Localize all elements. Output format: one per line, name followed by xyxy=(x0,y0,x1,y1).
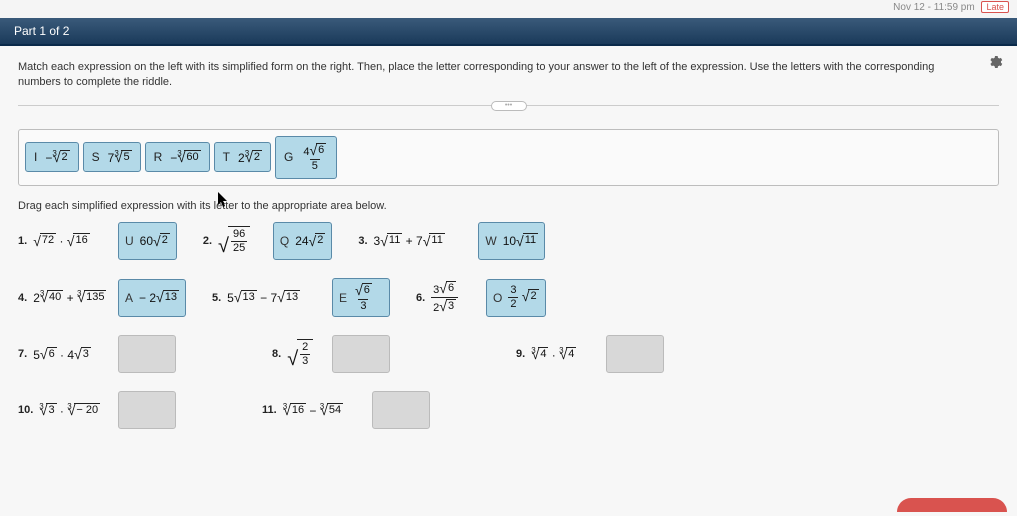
timestamp: Nov 12 - 11:59 pm xyxy=(893,2,975,13)
question-4: 4. 23√40 + 3√135 A − 2√13 xyxy=(18,279,186,317)
q6-num: 6. xyxy=(416,292,425,304)
q4-num: 4. xyxy=(18,292,27,304)
question-10: 10. 3√3 · 3√− 20 xyxy=(18,391,176,429)
part-header: Part 1 of 2 xyxy=(0,18,1017,46)
tile-t[interactable]: T 23√2 xyxy=(214,142,271,172)
question-3: 3. 3√11 + 7√11 W 10√11 xyxy=(358,222,545,260)
tile-r[interactable]: R −3√60 xyxy=(145,142,210,172)
tile-expr: 73√5 xyxy=(108,150,132,165)
question-grid: 1. √72 · √16 U 60√2 2. √ xyxy=(18,222,999,429)
instructions-text: Match each expression on the left with i… xyxy=(18,60,978,91)
collapse-handle[interactable]: ••• xyxy=(491,101,527,111)
tile-letter: I xyxy=(34,150,37,164)
tile-expr: 23√2 xyxy=(238,150,262,165)
q8-num: 8. xyxy=(272,348,281,360)
q10-expr: 3√3 · 3√− 20 xyxy=(39,403,100,418)
q9-expr: 3√4 · 3√4 xyxy=(531,347,576,362)
drop-10[interactable] xyxy=(118,391,176,429)
drop-6[interactable]: O 32 √2 xyxy=(486,279,546,317)
q11-num: 11. xyxy=(262,404,277,416)
drop-5[interactable]: E √6 3 xyxy=(332,278,390,317)
q1-expr: √72 · √16 xyxy=(33,233,90,248)
drop-11[interactable] xyxy=(372,391,430,429)
q1-num: 1. xyxy=(18,235,27,247)
question-6: 6. 3√6 2√3 O 32 √2 xyxy=(416,279,546,317)
question-8: 8. √ 23 xyxy=(272,335,390,373)
drop-2[interactable]: Q 24√2 xyxy=(273,222,333,260)
tile-letter: T xyxy=(223,150,230,164)
gear-icon[interactable] xyxy=(987,54,1003,73)
q7-num: 7. xyxy=(18,348,27,360)
tile-expr: 4√6 5 xyxy=(301,143,328,172)
check-answer-button[interactable] xyxy=(897,498,1007,512)
tile-g[interactable]: G 4√6 5 xyxy=(275,136,337,179)
question-9: 9. 3√4 · 3√4 xyxy=(516,335,664,373)
tile-i[interactable]: I −3√2 xyxy=(25,142,79,172)
drop-1[interactable]: U 60√2 xyxy=(118,222,177,260)
drop-7[interactable] xyxy=(118,335,176,373)
q10-num: 10. xyxy=(18,404,33,416)
top-bar: Nov 12 - 11:59 pm Late xyxy=(0,0,1017,18)
q3-expr: 3√11 + 7√11 xyxy=(374,233,445,248)
tile-s[interactable]: S 73√5 xyxy=(83,142,141,172)
question-2: 2. √ 9625 Q 24√2 xyxy=(203,222,333,260)
part-label: Part 1 of 2 xyxy=(14,24,69,38)
late-badge: Late xyxy=(981,1,1009,13)
drop-4[interactable]: A − 2√13 xyxy=(118,279,186,317)
tile-expr: −3√2 xyxy=(45,150,69,165)
q5-num: 5. xyxy=(212,292,221,304)
drop-3[interactable]: W 10√11 xyxy=(478,222,545,260)
q8-expr: √ 23 xyxy=(287,339,313,369)
tile-letter: R xyxy=(154,150,163,164)
drop-9[interactable] xyxy=(606,335,664,373)
tile-letter: S xyxy=(92,150,100,164)
q5-expr: 5√13 − 7√13 xyxy=(227,290,300,305)
tile-pool: I −3√2 S 73√5 R −3√60 T 23√2 xyxy=(18,129,999,186)
q9-num: 9. xyxy=(516,348,525,360)
content-area: Match each expression on the left with i… xyxy=(0,46,1017,516)
q4-expr: 23√40 + 3√135 xyxy=(33,290,106,305)
drag-instructions: Drag each simplified expression with its… xyxy=(18,200,999,212)
question-7: 7. 5√6 · 4√3 xyxy=(18,335,176,373)
q7-expr: 5√6 · 4√3 xyxy=(33,347,91,362)
tile-expr: −3√60 xyxy=(170,150,200,165)
q3-num: 3. xyxy=(358,235,367,247)
tile-letter: G xyxy=(284,150,293,164)
question-1: 1. √72 · √16 U 60√2 xyxy=(18,222,177,260)
question-11: 11. 3√16 − 3√54 xyxy=(262,391,430,429)
q2-num: 2. xyxy=(203,235,212,247)
question-5: 5. 5√13 − 7√13 E √6 3 xyxy=(212,278,390,317)
drop-8[interactable] xyxy=(332,335,390,373)
q11-expr: 3√16 − 3√54 xyxy=(283,403,343,418)
q2-expr: √ 9625 xyxy=(218,226,250,256)
q6-expr: 3√6 2√3 xyxy=(431,281,458,314)
